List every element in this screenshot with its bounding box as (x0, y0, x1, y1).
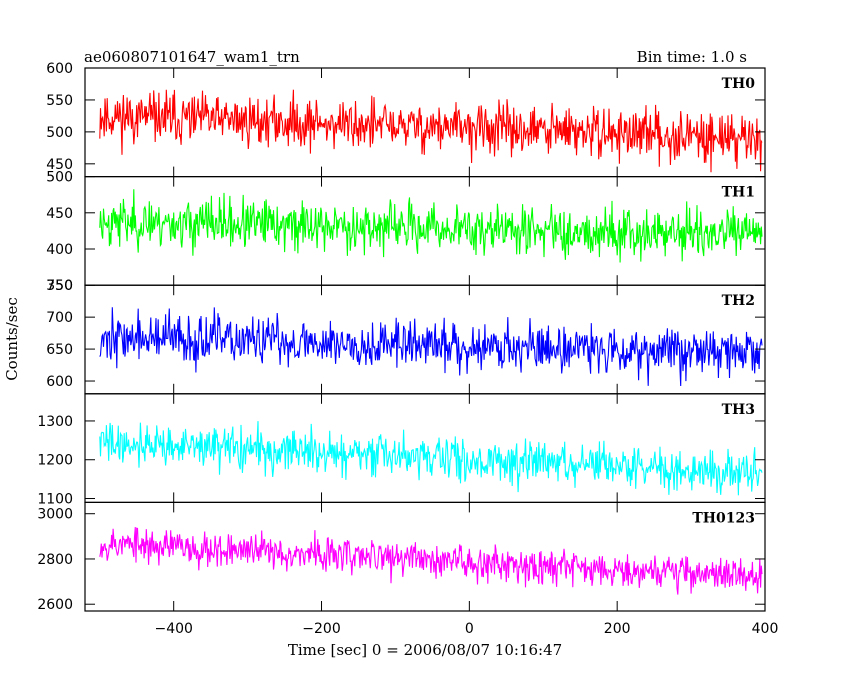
x-tick-label: 400 (752, 621, 779, 637)
y-tick-label: 1300 (37, 414, 73, 430)
y-tick-label: 450 (46, 157, 73, 173)
series-line-th0123 (99, 527, 763, 595)
y-tick-label: 600 (46, 374, 73, 390)
y-tick-label: 400 (46, 242, 73, 258)
y-tick-label: 500 (46, 170, 73, 186)
chart-title: ae060807101647_wam1_trn (84, 48, 300, 66)
series-line-th1 (99, 189, 763, 263)
x-tick-label: 200 (604, 621, 631, 637)
x-tick-label: 0 (465, 621, 474, 637)
y-tick-label: 1100 (37, 492, 73, 508)
panel-label-th1: TH1 (722, 185, 755, 201)
panels-group: 450500550600TH0350400450500TH16006507007… (37, 61, 778, 637)
x-axis-label: Time [sec] 0 = 2006/08/07 10:16:47 (288, 641, 562, 659)
y-tick-label: 350 (46, 278, 73, 294)
x-tick-label: −200 (302, 621, 340, 637)
y-tick-label: 550 (46, 93, 73, 109)
y-tick-label: 2800 (37, 552, 73, 568)
y-tick-label: 500 (46, 125, 73, 141)
y-tick-label: 650 (46, 342, 73, 358)
y-axis-label: Counts/sec (3, 297, 21, 381)
panel-label-th2: TH2 (722, 293, 755, 309)
y-tick-label: 1200 (37, 453, 73, 469)
y-tick-label: 2600 (37, 597, 73, 613)
panel-frame-th0123 (84, 501, 766, 612)
series-line-th3 (99, 421, 763, 496)
series-line-th2 (99, 307, 763, 387)
panel-label-th0123: TH0123 (692, 510, 755, 526)
panel-label-th3: TH3 (722, 402, 755, 418)
y-tick-label: 750 (46, 278, 73, 294)
bin-time-label: Bin time: 1.0 s (637, 48, 747, 66)
y-tick-label: 3000 (37, 507, 73, 523)
y-tick-label: 700 (46, 310, 73, 326)
y-tick-label: 450 (46, 206, 73, 222)
panel-label-th0: TH0 (722, 76, 756, 92)
y-tick-label: 600 (46, 61, 73, 77)
x-tick-label: −400 (154, 621, 192, 637)
panel-frame-th0 (84, 67, 766, 178)
series-line-th0 (99, 89, 763, 173)
